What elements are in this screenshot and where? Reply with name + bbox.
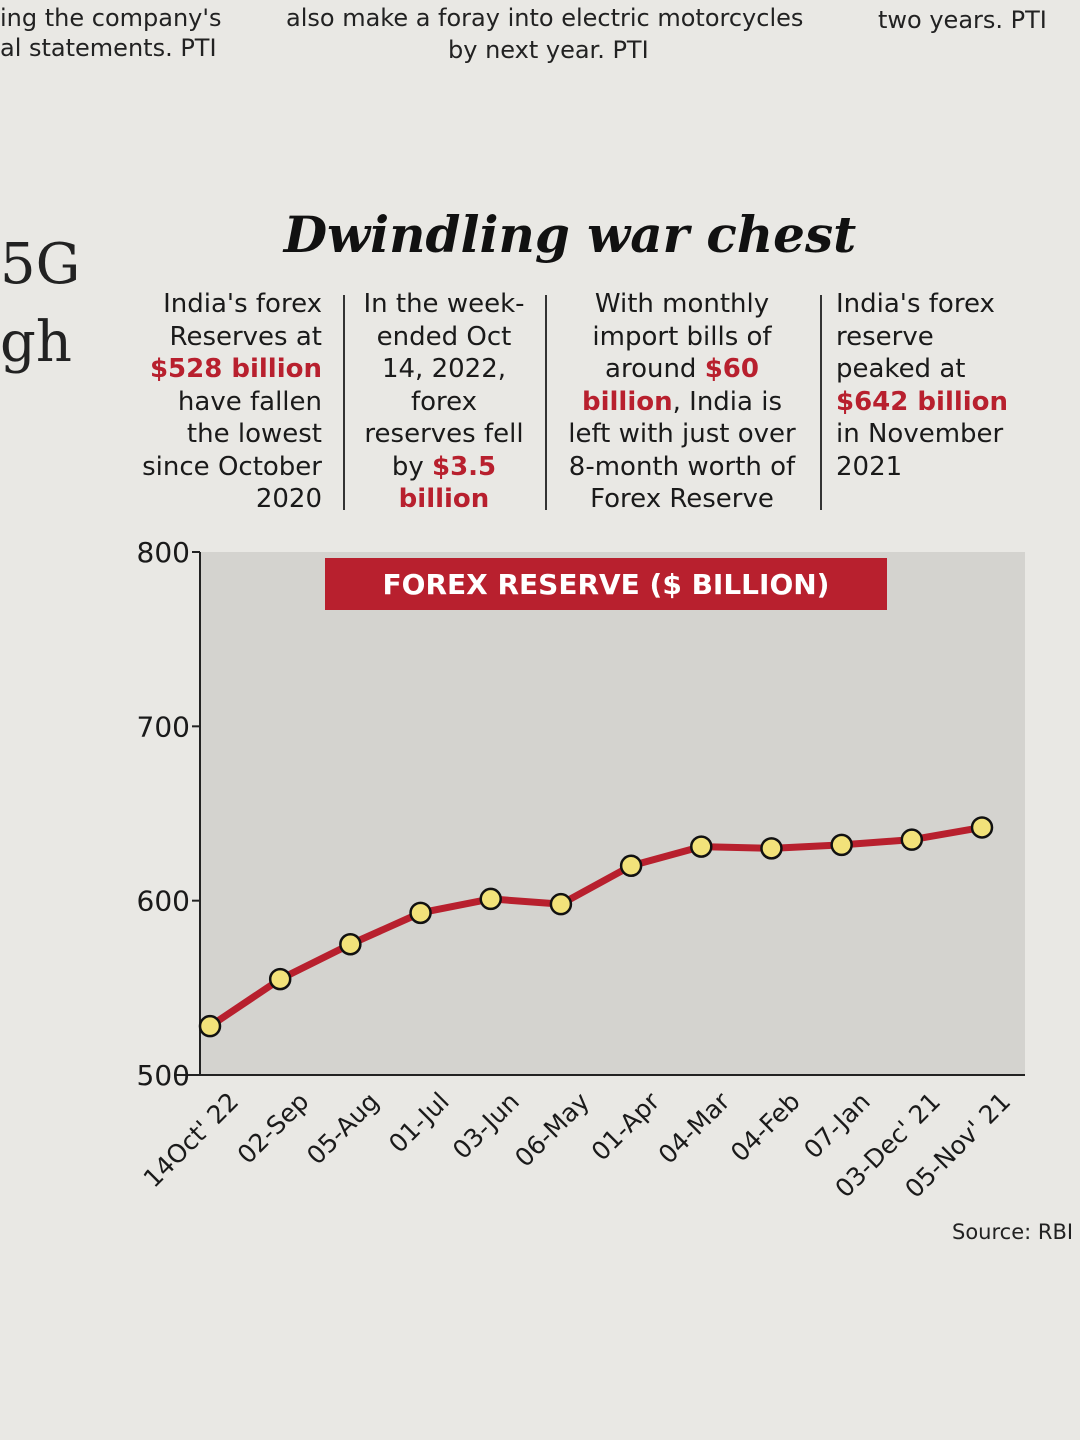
note: With monthly import bills of around $60 … (562, 288, 802, 516)
marker (970, 816, 994, 839)
marker (198, 1014, 222, 1038)
note-highlight: $528 billion (149, 354, 322, 384)
note-text: in November 2021 (836, 419, 1004, 482)
note: India's forex reserve peaked at $642 bil… (836, 288, 1016, 483)
line (208, 823, 983, 1030)
marker (479, 887, 502, 911)
chart-title-box (325, 558, 887, 610)
y-tick-label: 500 (137, 1059, 190, 1092)
divider (343, 295, 345, 510)
note-text: have fallen the lowest since October 202… (142, 386, 322, 515)
marker (619, 854, 643, 878)
fragment: 5G (0, 232, 81, 297)
marker (268, 967, 292, 991)
chart-title: FOREX RESERVE ($ BILLION) (383, 568, 830, 601)
x-tick-label: 01-Jul (383, 1087, 455, 1159)
y-tick-label: 600 (137, 885, 190, 918)
note-text: In the week-ended Oct 14, 2022, forex re… (363, 289, 525, 482)
x-tick-label: 02-Sep (232, 1087, 315, 1170)
note-text: With monthly import bills of around (592, 289, 772, 384)
fragment: gh (0, 310, 72, 375)
x-tick-label: 06-May (509, 1087, 595, 1173)
x-tick-label: 01-Apr (586, 1086, 666, 1166)
note-text: India's forex Reserves at (163, 289, 322, 352)
y-tick-label: 800 (137, 536, 190, 569)
fragment: al statements. PTI (0, 34, 217, 62)
marker (409, 901, 432, 925)
marker (760, 837, 783, 860)
note-highlight: $642 billion (836, 386, 1009, 417)
fragment: ing the company's (0, 4, 222, 32)
headline: Dwindling war chest (283, 205, 857, 264)
x-tick-label: 14Oct' 22 (138, 1087, 245, 1194)
fragment: also make a foray into electric motorcyc… (286, 4, 804, 32)
divider (820, 295, 822, 510)
x-tick-label: 05-Aug (301, 1087, 385, 1171)
y-tick-label: 700 (137, 710, 190, 743)
marker (830, 833, 853, 857)
fragment: by next year. PTI (448, 36, 649, 64)
plot-background (200, 552, 1025, 1075)
marker (900, 828, 924, 851)
x-tick-label: 04-Mar (653, 1086, 736, 1169)
note-highlight: $60 billion (581, 354, 759, 417)
note: In the week-ended Oct 14, 2022, forex re… (358, 288, 530, 516)
note-text: , India is left with just over 8-month w… (568, 386, 796, 515)
source: Source: RBI (952, 1220, 1074, 1244)
marker (690, 835, 713, 858)
fragment: two years. PTI (878, 6, 1047, 34)
marker (339, 933, 362, 956)
x-tick-label: 04-Feb (725, 1087, 806, 1168)
note-highlight: $3.5 billion (398, 451, 497, 515)
note-text: India's forex reserve peaked at (836, 289, 995, 384)
marker (549, 892, 573, 916)
divider (545, 295, 547, 510)
note: India's forex Reserves at $528 billion h… (130, 288, 322, 516)
